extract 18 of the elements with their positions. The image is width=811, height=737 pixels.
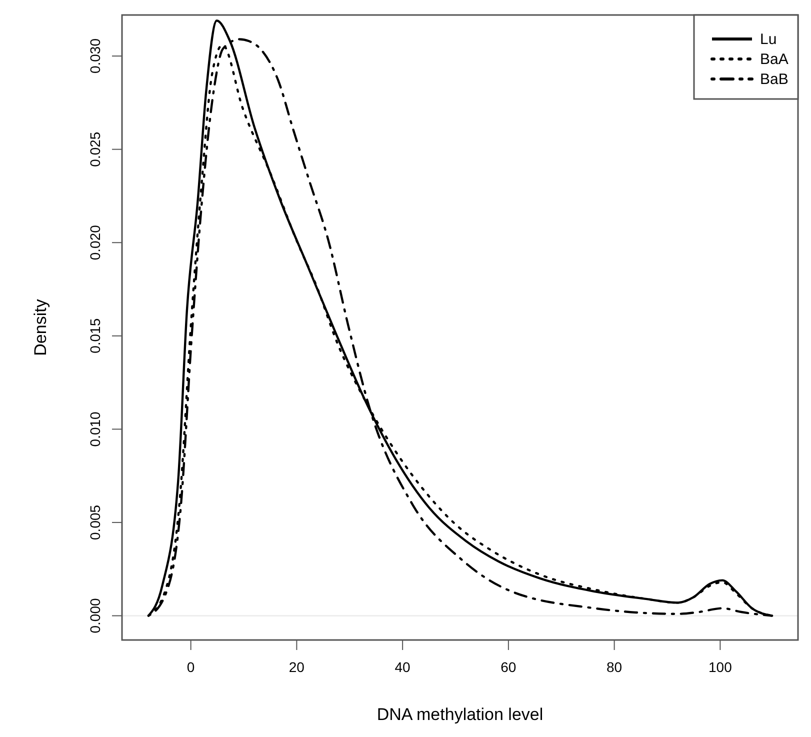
y-tick-label: 0.025 bbox=[87, 132, 103, 167]
legend-label: Lu bbox=[760, 31, 777, 48]
x-tick-label: 20 bbox=[288, 659, 305, 675]
x-axis-title: DNA methylation level bbox=[376, 705, 544, 724]
y-axis-title: Density bbox=[31, 298, 50, 356]
y-tick-label: 0.015 bbox=[87, 318, 103, 354]
x-tick-label: 0 bbox=[186, 659, 195, 675]
y-tick-label: 0.005 bbox=[87, 504, 103, 540]
x-tick-label: 40 bbox=[394, 659, 411, 675]
x-tick-label: 80 bbox=[606, 659, 622, 675]
y-tick-label: 0.000 bbox=[87, 598, 103, 634]
y-tick-label: 0.010 bbox=[87, 411, 103, 447]
y-tick-label: 0.020 bbox=[87, 224, 103, 260]
legend-label: BaB bbox=[760, 71, 788, 88]
y-tick-label: 0.030 bbox=[87, 38, 103, 74]
x-tick-label: 100 bbox=[708, 659, 732, 675]
legend-label: BaA bbox=[760, 51, 788, 68]
x-tick-label: 60 bbox=[500, 659, 516, 675]
